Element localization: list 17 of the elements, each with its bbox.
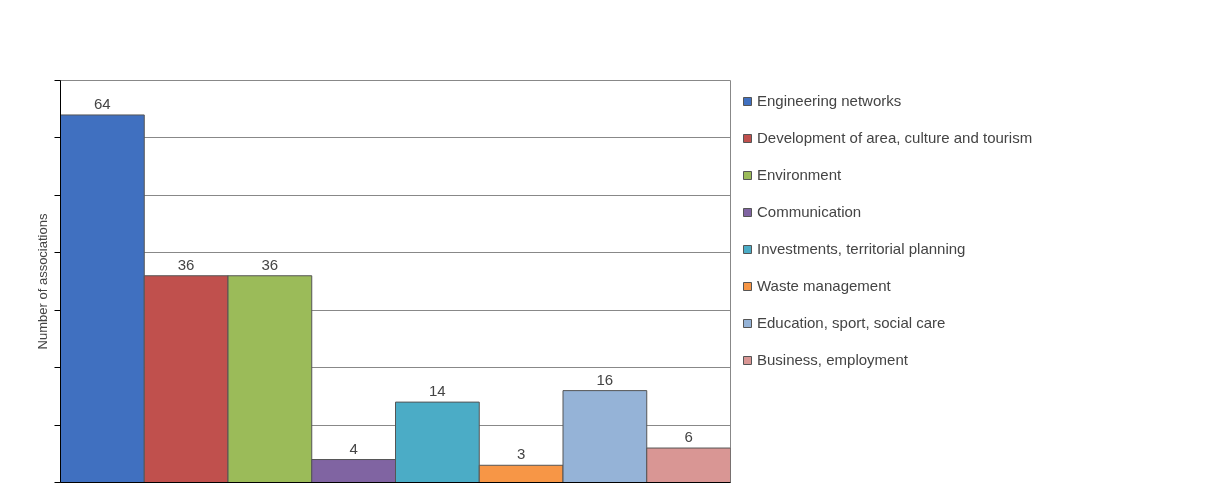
- data-label: 14: [429, 382, 446, 400]
- legend-label: Development of area, culture and tourism: [757, 129, 1033, 146]
- data-label: 16: [596, 370, 614, 388]
- y-axis-title: Number of associations: [34, 213, 50, 350]
- data-label: 36: [261, 255, 279, 273]
- legend-label: Business, employment: [757, 351, 908, 368]
- legend-label: Engineering networks: [757, 92, 902, 109]
- legend-label: Investments, territorial planning: [757, 240, 966, 257]
- data-label: 36: [177, 255, 195, 273]
- data-label: 4: [349, 439, 358, 457]
- data-label: 3: [516, 445, 526, 463]
- data-label: 64: [94, 94, 111, 112]
- legend-label: Education, sport, social care: [757, 314, 946, 331]
- legend-label: Waste management: [757, 277, 891, 294]
- legend-label: Communication: [757, 203, 862, 220]
- legend-label: Environment: [757, 166, 842, 183]
- data-label: 6: [684, 428, 693, 446]
